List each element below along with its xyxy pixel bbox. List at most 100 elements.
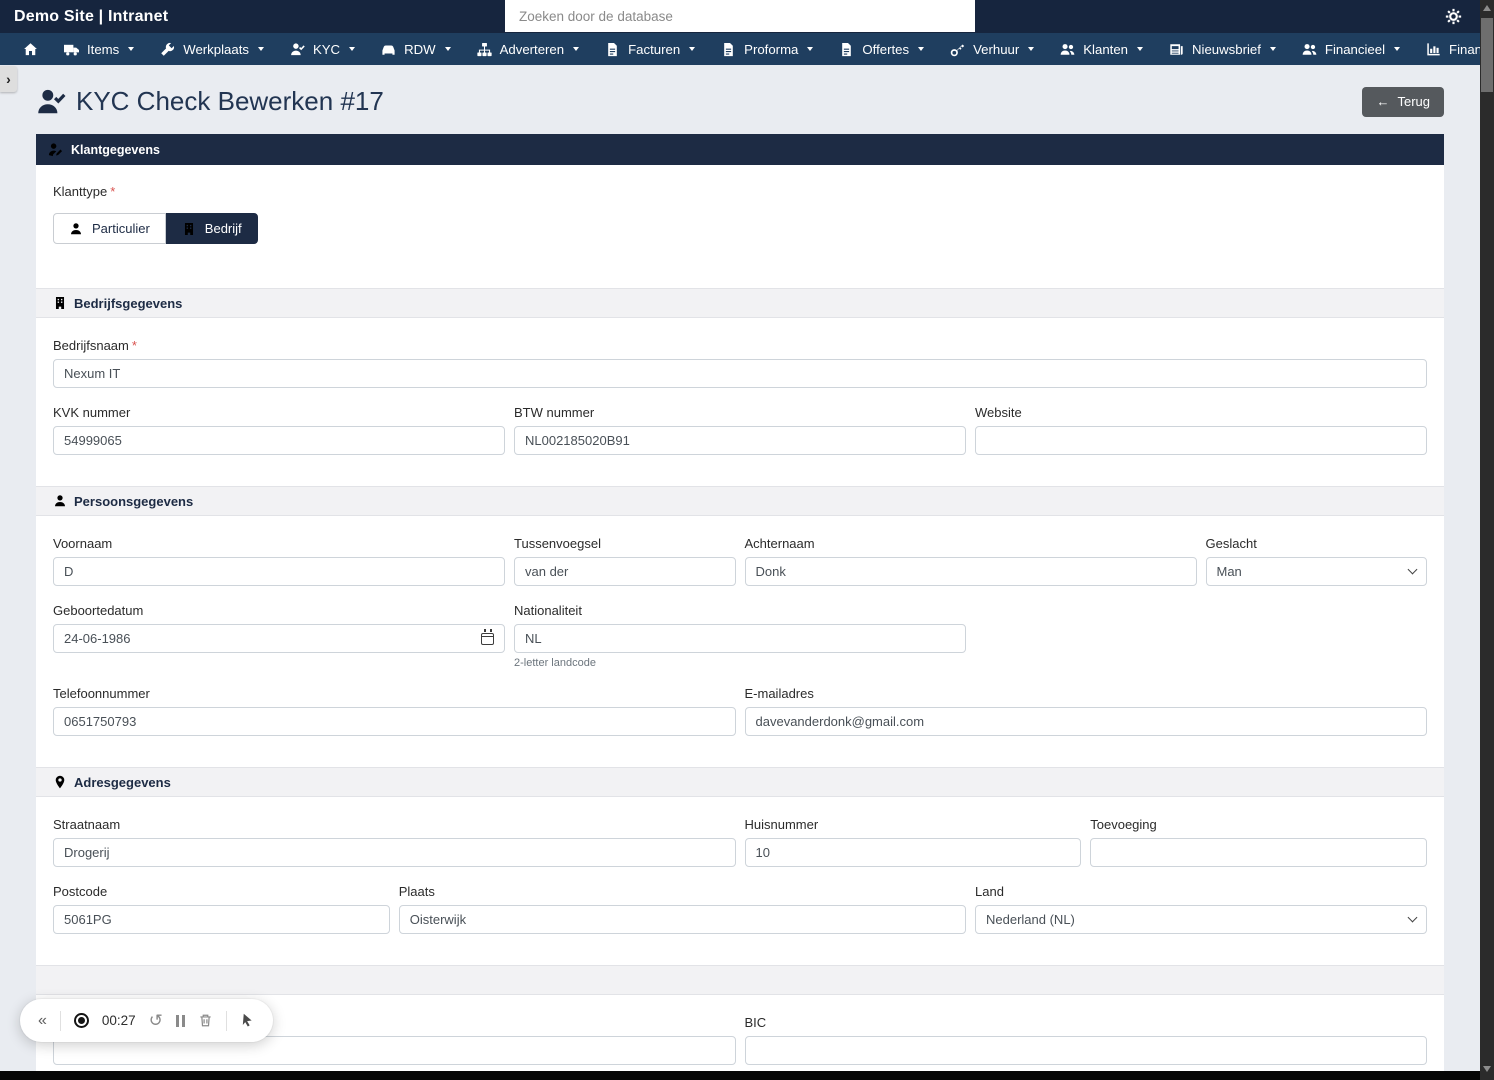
plaats-label: Plaats: [398, 884, 435, 899]
nav-item-home[interactable]: [10, 33, 51, 65]
plaats-input[interactable]: [398, 905, 966, 934]
collapse-icon[interactable]: «: [38, 1011, 47, 1029]
page-header: KYC Check Bewerken #17 ← Terug: [36, 86, 1444, 117]
emailadres-input[interactable]: [744, 707, 1427, 736]
person-icon: [69, 222, 83, 236]
chevron-down-icon: [1407, 912, 1418, 923]
bedrijfsnaam-input[interactable]: [53, 359, 1427, 388]
land-label: Land: [975, 884, 1004, 899]
person-check-icon: [290, 42, 305, 57]
land-select[interactable]: Nederland (NL): [975, 905, 1427, 934]
caret-down-icon: [573, 47, 580, 51]
bedrijfsnaam-label: Bedrijfsnaam *: [53, 338, 137, 353]
gear-icon[interactable]: [1445, 8, 1462, 25]
telefoonnummer-input[interactable]: [53, 707, 736, 736]
calendar-icon[interactable]: [481, 628, 494, 645]
scroll-down-arrow[interactable]: [1483, 1066, 1491, 1072]
nav-item-klanten[interactable]: Klanten: [1047, 33, 1156, 65]
nav-item-kyc[interactable]: KYC: [277, 33, 368, 65]
tussenvoegsel-input[interactable]: [514, 557, 736, 586]
screen-recorder-toolbar: « 00:27 ↺: [20, 999, 273, 1042]
scroll-up-arrow[interactable]: [1483, 5, 1491, 11]
divider: [59, 1010, 61, 1031]
nav-item-proforma[interactable]: Proforma: [708, 33, 826, 65]
btw-input[interactable]: [514, 426, 966, 455]
trash-icon[interactable]: [198, 1013, 213, 1028]
section-bank-band: [36, 965, 1444, 995]
telefoonnummer-label: Telefoonnummer: [53, 686, 150, 701]
form-row: KVK nummer BTW nummer Website: [53, 405, 1427, 455]
voornaam-input[interactable]: [53, 557, 505, 586]
search-input[interactable]: [505, 0, 975, 32]
nav-item-facturen[interactable]: Facturen: [592, 33, 708, 65]
toevoeging-input[interactable]: [1090, 838, 1427, 867]
emailadres-label: E-mailadres: [744, 686, 814, 701]
person-edit-icon: [48, 142, 63, 157]
caret-down-icon: [689, 47, 696, 51]
newspaper-icon: [1169, 42, 1184, 57]
building-icon: [182, 222, 196, 236]
section-persoonsgegevens: Persoonsgegevens: [36, 486, 1444, 516]
bottom-black-strip: [0, 1071, 1494, 1080]
toevoeging-label: Toevoeging: [1090, 817, 1157, 832]
caret-down-icon: [349, 47, 356, 51]
truck-icon: [64, 42, 79, 57]
users-icon: [1302, 42, 1317, 57]
chevron-down-icon: [1407, 564, 1418, 575]
form-row: Postcode Plaats Land Nederland (NL): [53, 884, 1427, 934]
restart-icon[interactable]: ↺: [148, 1011, 163, 1030]
caret-down-icon: [1269, 47, 1276, 51]
geslacht-select[interactable]: Man: [1205, 557, 1427, 586]
postcode-label: Postcode: [53, 884, 108, 899]
nationaliteit-input[interactable]: [514, 624, 966, 653]
main-nav: Items Werkplaats KYC RDW Adverteren Fact…: [0, 33, 1494, 65]
scrollbar-thumb[interactable]: [1481, 18, 1493, 92]
kvk-input[interactable]: [53, 426, 505, 455]
vertical-scrollbar[interactable]: [1480, 0, 1494, 1080]
nav-item-items[interactable]: Items: [51, 33, 147, 65]
caret-down-icon: [1394, 47, 1401, 51]
straatnaam-input[interactable]: [53, 838, 736, 867]
website-input[interactable]: [975, 426, 1427, 455]
nav-item-crm[interactable]: Financieel: [1289, 33, 1413, 65]
geboortedatum-input[interactable]: 24-06-1986: [53, 624, 505, 653]
achternaam-input[interactable]: [744, 557, 1197, 586]
record-icon: [73, 1013, 89, 1028]
nav-item-werkplaats[interactable]: Werkplaats: [147, 33, 277, 65]
tussenvoegsel-label: Tussenvoegsel: [514, 536, 601, 551]
nav-item-nieuwsbrief[interactable]: Nieuwsbrief: [1156, 33, 1289, 65]
geboortedatum-label: Geboortedatum: [53, 603, 144, 618]
person-icon: [53, 494, 67, 508]
car-icon: [381, 42, 396, 57]
top-bar: Demo Site | Intranet: [0, 0, 1494, 33]
nationaliteit-helper: 2-letter landcode: [514, 657, 596, 669]
cursor-icon[interactable]: [240, 1013, 255, 1028]
nationaliteit-label: Nationaliteit: [514, 603, 582, 618]
pause-icon[interactable]: [175, 1014, 185, 1027]
bic-input[interactable]: [744, 1036, 1427, 1065]
section-adresgegevens: Adresgegevens: [36, 767, 1444, 797]
sitemap-icon: [477, 42, 492, 57]
sidebar-expand-handle[interactable]: ›: [0, 66, 17, 92]
file-invoice-icon: [605, 42, 620, 57]
bedrijf-button[interactable]: Bedrijf: [165, 213, 258, 244]
card-header: Klantgegevens: [36, 134, 1444, 165]
nav-item-verhuur[interactable]: Verhuur: [937, 33, 1047, 65]
huisnummer-input[interactable]: [744, 838, 1082, 867]
divider: [225, 1010, 227, 1031]
particulier-button[interactable]: Particulier: [53, 213, 166, 244]
form-row: Geboortedatum 24-06-1986 Nationaliteit 2…: [53, 603, 1427, 669]
person-check-icon: [36, 87, 66, 117]
recording-timer: 00:27: [101, 1013, 136, 1028]
nav-item-adverteren[interactable]: Adverteren: [464, 33, 593, 65]
voornaam-label: Voornaam: [53, 536, 113, 551]
form-row: Straatnaam Huisnummer Toevoeging: [53, 817, 1427, 867]
klanttype-label: Klanttype *: [53, 184, 116, 199]
nav-item-offertes[interactable]: Offertes: [826, 33, 937, 65]
form-row: Telefoonnummer E-mailadres: [53, 686, 1427, 736]
file-icon: [839, 42, 854, 57]
postcode-input[interactable]: [53, 905, 390, 934]
back-button[interactable]: ← Terug: [1362, 86, 1444, 117]
nav-item-rdw[interactable]: RDW: [368, 33, 464, 65]
map-pin-icon: [53, 775, 67, 789]
